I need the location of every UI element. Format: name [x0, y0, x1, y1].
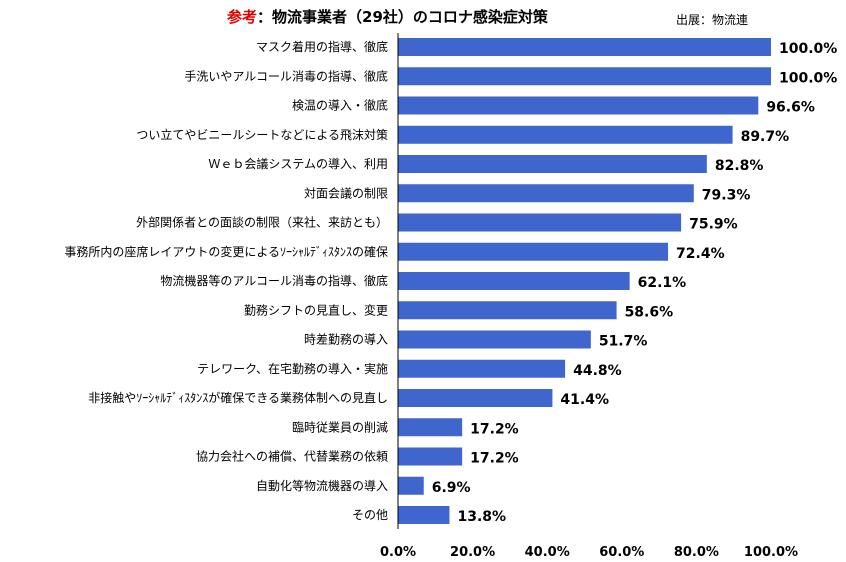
- data-label: 44.8%: [573, 363, 622, 379]
- x-tick-label: 20.0%: [450, 545, 495, 560]
- data-label: 6.9%: [432, 480, 471, 496]
- category-label: マスク着用の指導、徹底: [256, 39, 388, 54]
- data-label: 89.7%: [741, 129, 790, 145]
- category-label: 自動化等物流機器の導入: [256, 478, 388, 493]
- data-label: 100.0%: [779, 41, 837, 57]
- bar: [398, 506, 450, 524]
- data-label: 17.2%: [470, 451, 519, 467]
- source-note: 出展：物流連: [676, 13, 749, 27]
- bar: [398, 155, 707, 173]
- x-tick-label: 80.0%: [674, 545, 719, 560]
- data-label: 75.9%: [689, 217, 738, 233]
- category-label: 事務所内の座席レイアウトの変更によるｿｰｼｬﾙﾃﾞｨｽﾀﾝｽの確保: [64, 244, 388, 259]
- category-label: 外部関係者との面談の制限（来社、来訪とも）: [136, 215, 388, 230]
- category-label: 物流機器等のアルコール消毒の指導、徹底: [160, 273, 388, 288]
- category-label: つい立てやビニールシートなどによる飛沫対策: [136, 127, 388, 142]
- category-label: 勤務シフトの見直し、変更: [244, 302, 388, 317]
- data-label: 96.6%: [766, 100, 815, 116]
- chart-title: 参考：物流事業者（29社）のコロナ感染症対策: [227, 6, 548, 27]
- category-label: 協力会社への補償、代替業務の依頼: [196, 449, 388, 464]
- bar: [398, 418, 463, 437]
- title-text: ：物流事業者（29社）のコロナ感染症対策: [257, 8, 548, 26]
- category-label: その他: [352, 508, 388, 522]
- data-label: 72.4%: [676, 246, 725, 262]
- category-label: 検温の導入・徹底: [292, 98, 388, 113]
- bar: [398, 272, 630, 290]
- data-label: 100.0%: [779, 70, 837, 86]
- x-tick-label: 0.0%: [380, 545, 416, 560]
- bar: [398, 242, 669, 261]
- category-label: Ｗｅｂ会議システムの導入、利用: [208, 157, 388, 171]
- category-label: 臨時従業員の削減: [292, 419, 388, 434]
- bar: [398, 96, 759, 115]
- x-tick-label: 100.0%: [744, 545, 798, 560]
- category-label: 非接触やｿｰｼｬﾙﾃﾞｨｽﾀﾝｽが確保できる業務体制への見直し: [88, 390, 388, 405]
- bar: [398, 38, 771, 56]
- data-label: 13.8%: [457, 509, 506, 525]
- data-label: 79.3%: [702, 187, 751, 203]
- x-tick-label: 40.0%: [525, 545, 570, 560]
- bar: [398, 67, 771, 86]
- category-label: テレワーク、在宅勤務の導入・実施: [197, 361, 388, 376]
- bar: [398, 476, 424, 495]
- category-label: 時差勤務の導入: [304, 333, 388, 347]
- data-label: 82.8%: [715, 158, 764, 174]
- bar: [398, 184, 694, 203]
- bar: [398, 330, 591, 349]
- title-prefix: 参考: [227, 8, 258, 26]
- category-label: 対面会議の制限: [304, 186, 388, 200]
- category-label: 手洗いやアルコール消毒の指導、徹底: [184, 68, 388, 83]
- data-label: 41.4%: [560, 392, 609, 408]
- data-label: 51.7%: [599, 334, 648, 350]
- bar: [398, 389, 553, 407]
- data-label: 17.2%: [470, 421, 519, 437]
- x-tick-label: 60.0%: [599, 545, 644, 560]
- data-label: 62.1%: [638, 275, 687, 291]
- bar: [398, 213, 682, 232]
- bar: [398, 447, 463, 466]
- bar: [398, 301, 617, 320]
- data-label: 58.6%: [625, 304, 674, 320]
- bar: [398, 125, 733, 144]
- bar: [398, 359, 566, 378]
